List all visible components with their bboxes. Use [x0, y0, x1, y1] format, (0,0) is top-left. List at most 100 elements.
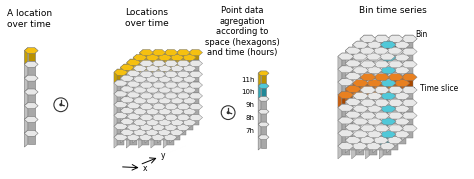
Polygon shape: [139, 61, 153, 66]
Polygon shape: [114, 91, 118, 105]
Polygon shape: [387, 86, 402, 92]
Polygon shape: [127, 59, 140, 65]
Polygon shape: [118, 91, 124, 102]
Polygon shape: [133, 75, 146, 81]
Polygon shape: [176, 104, 190, 110]
Polygon shape: [118, 124, 124, 134]
Polygon shape: [166, 80, 173, 91]
Polygon shape: [369, 79, 377, 91]
Polygon shape: [360, 61, 376, 68]
Polygon shape: [179, 114, 186, 124]
Polygon shape: [158, 87, 172, 93]
Polygon shape: [139, 93, 143, 107]
Polygon shape: [130, 92, 137, 103]
Polygon shape: [352, 91, 356, 108]
Polygon shape: [176, 59, 179, 73]
Polygon shape: [401, 74, 405, 90]
Polygon shape: [359, 60, 363, 76]
Polygon shape: [380, 54, 384, 70]
Polygon shape: [394, 105, 398, 122]
Polygon shape: [127, 114, 130, 127]
Polygon shape: [139, 70, 143, 84]
Polygon shape: [143, 115, 150, 125]
Polygon shape: [118, 80, 124, 91]
Polygon shape: [142, 113, 149, 124]
Polygon shape: [353, 93, 368, 99]
Polygon shape: [365, 66, 381, 73]
Polygon shape: [24, 48, 38, 54]
Polygon shape: [338, 117, 342, 133]
Polygon shape: [394, 118, 410, 125]
Polygon shape: [155, 104, 162, 115]
Polygon shape: [139, 114, 153, 120]
Polygon shape: [387, 124, 402, 131]
Polygon shape: [143, 92, 149, 103]
Polygon shape: [120, 108, 124, 122]
Polygon shape: [120, 75, 134, 81]
Polygon shape: [24, 61, 38, 67]
Polygon shape: [388, 87, 403, 93]
Polygon shape: [137, 120, 144, 130]
Polygon shape: [157, 129, 161, 143]
Polygon shape: [342, 79, 350, 91]
Polygon shape: [182, 76, 196, 82]
Polygon shape: [176, 115, 180, 128]
Polygon shape: [383, 66, 391, 79]
Polygon shape: [149, 87, 156, 98]
Polygon shape: [127, 70, 140, 76]
Polygon shape: [179, 124, 186, 135]
Polygon shape: [133, 65, 137, 79]
Polygon shape: [126, 91, 140, 97]
Polygon shape: [380, 41, 396, 48]
Polygon shape: [349, 124, 357, 137]
Polygon shape: [356, 131, 365, 144]
Polygon shape: [142, 69, 149, 80]
Polygon shape: [359, 137, 363, 153]
Polygon shape: [377, 137, 385, 150]
Polygon shape: [139, 103, 153, 109]
Polygon shape: [377, 86, 385, 98]
Polygon shape: [353, 105, 356, 122]
Polygon shape: [356, 41, 365, 54]
Polygon shape: [120, 86, 124, 100]
Polygon shape: [152, 104, 165, 110]
Text: 9h: 9h: [245, 102, 254, 108]
Polygon shape: [387, 47, 402, 54]
Polygon shape: [338, 79, 342, 95]
Polygon shape: [151, 134, 164, 140]
Polygon shape: [398, 67, 406, 80]
Polygon shape: [345, 111, 349, 127]
Polygon shape: [366, 118, 370, 134]
Polygon shape: [364, 99, 372, 112]
Polygon shape: [130, 70, 137, 81]
Polygon shape: [180, 71, 187, 82]
Polygon shape: [373, 47, 389, 54]
Polygon shape: [379, 91, 383, 108]
Polygon shape: [176, 124, 179, 138]
Polygon shape: [28, 117, 35, 130]
Polygon shape: [170, 76, 173, 90]
Polygon shape: [130, 69, 137, 80]
Polygon shape: [126, 80, 140, 86]
Polygon shape: [189, 50, 202, 55]
Polygon shape: [379, 143, 395, 149]
Polygon shape: [405, 74, 413, 87]
Polygon shape: [138, 113, 142, 126]
Polygon shape: [182, 55, 186, 68]
Polygon shape: [158, 65, 161, 79]
Polygon shape: [189, 61, 202, 66]
Polygon shape: [170, 108, 173, 122]
Polygon shape: [353, 54, 356, 70]
Polygon shape: [380, 118, 396, 125]
Polygon shape: [176, 81, 190, 87]
Polygon shape: [136, 108, 143, 118]
Polygon shape: [146, 109, 149, 122]
Polygon shape: [360, 61, 364, 77]
Polygon shape: [342, 104, 350, 117]
Polygon shape: [374, 48, 378, 64]
Polygon shape: [366, 131, 370, 147]
Polygon shape: [179, 103, 186, 114]
Polygon shape: [126, 69, 140, 75]
Polygon shape: [384, 67, 392, 80]
Polygon shape: [345, 137, 349, 153]
